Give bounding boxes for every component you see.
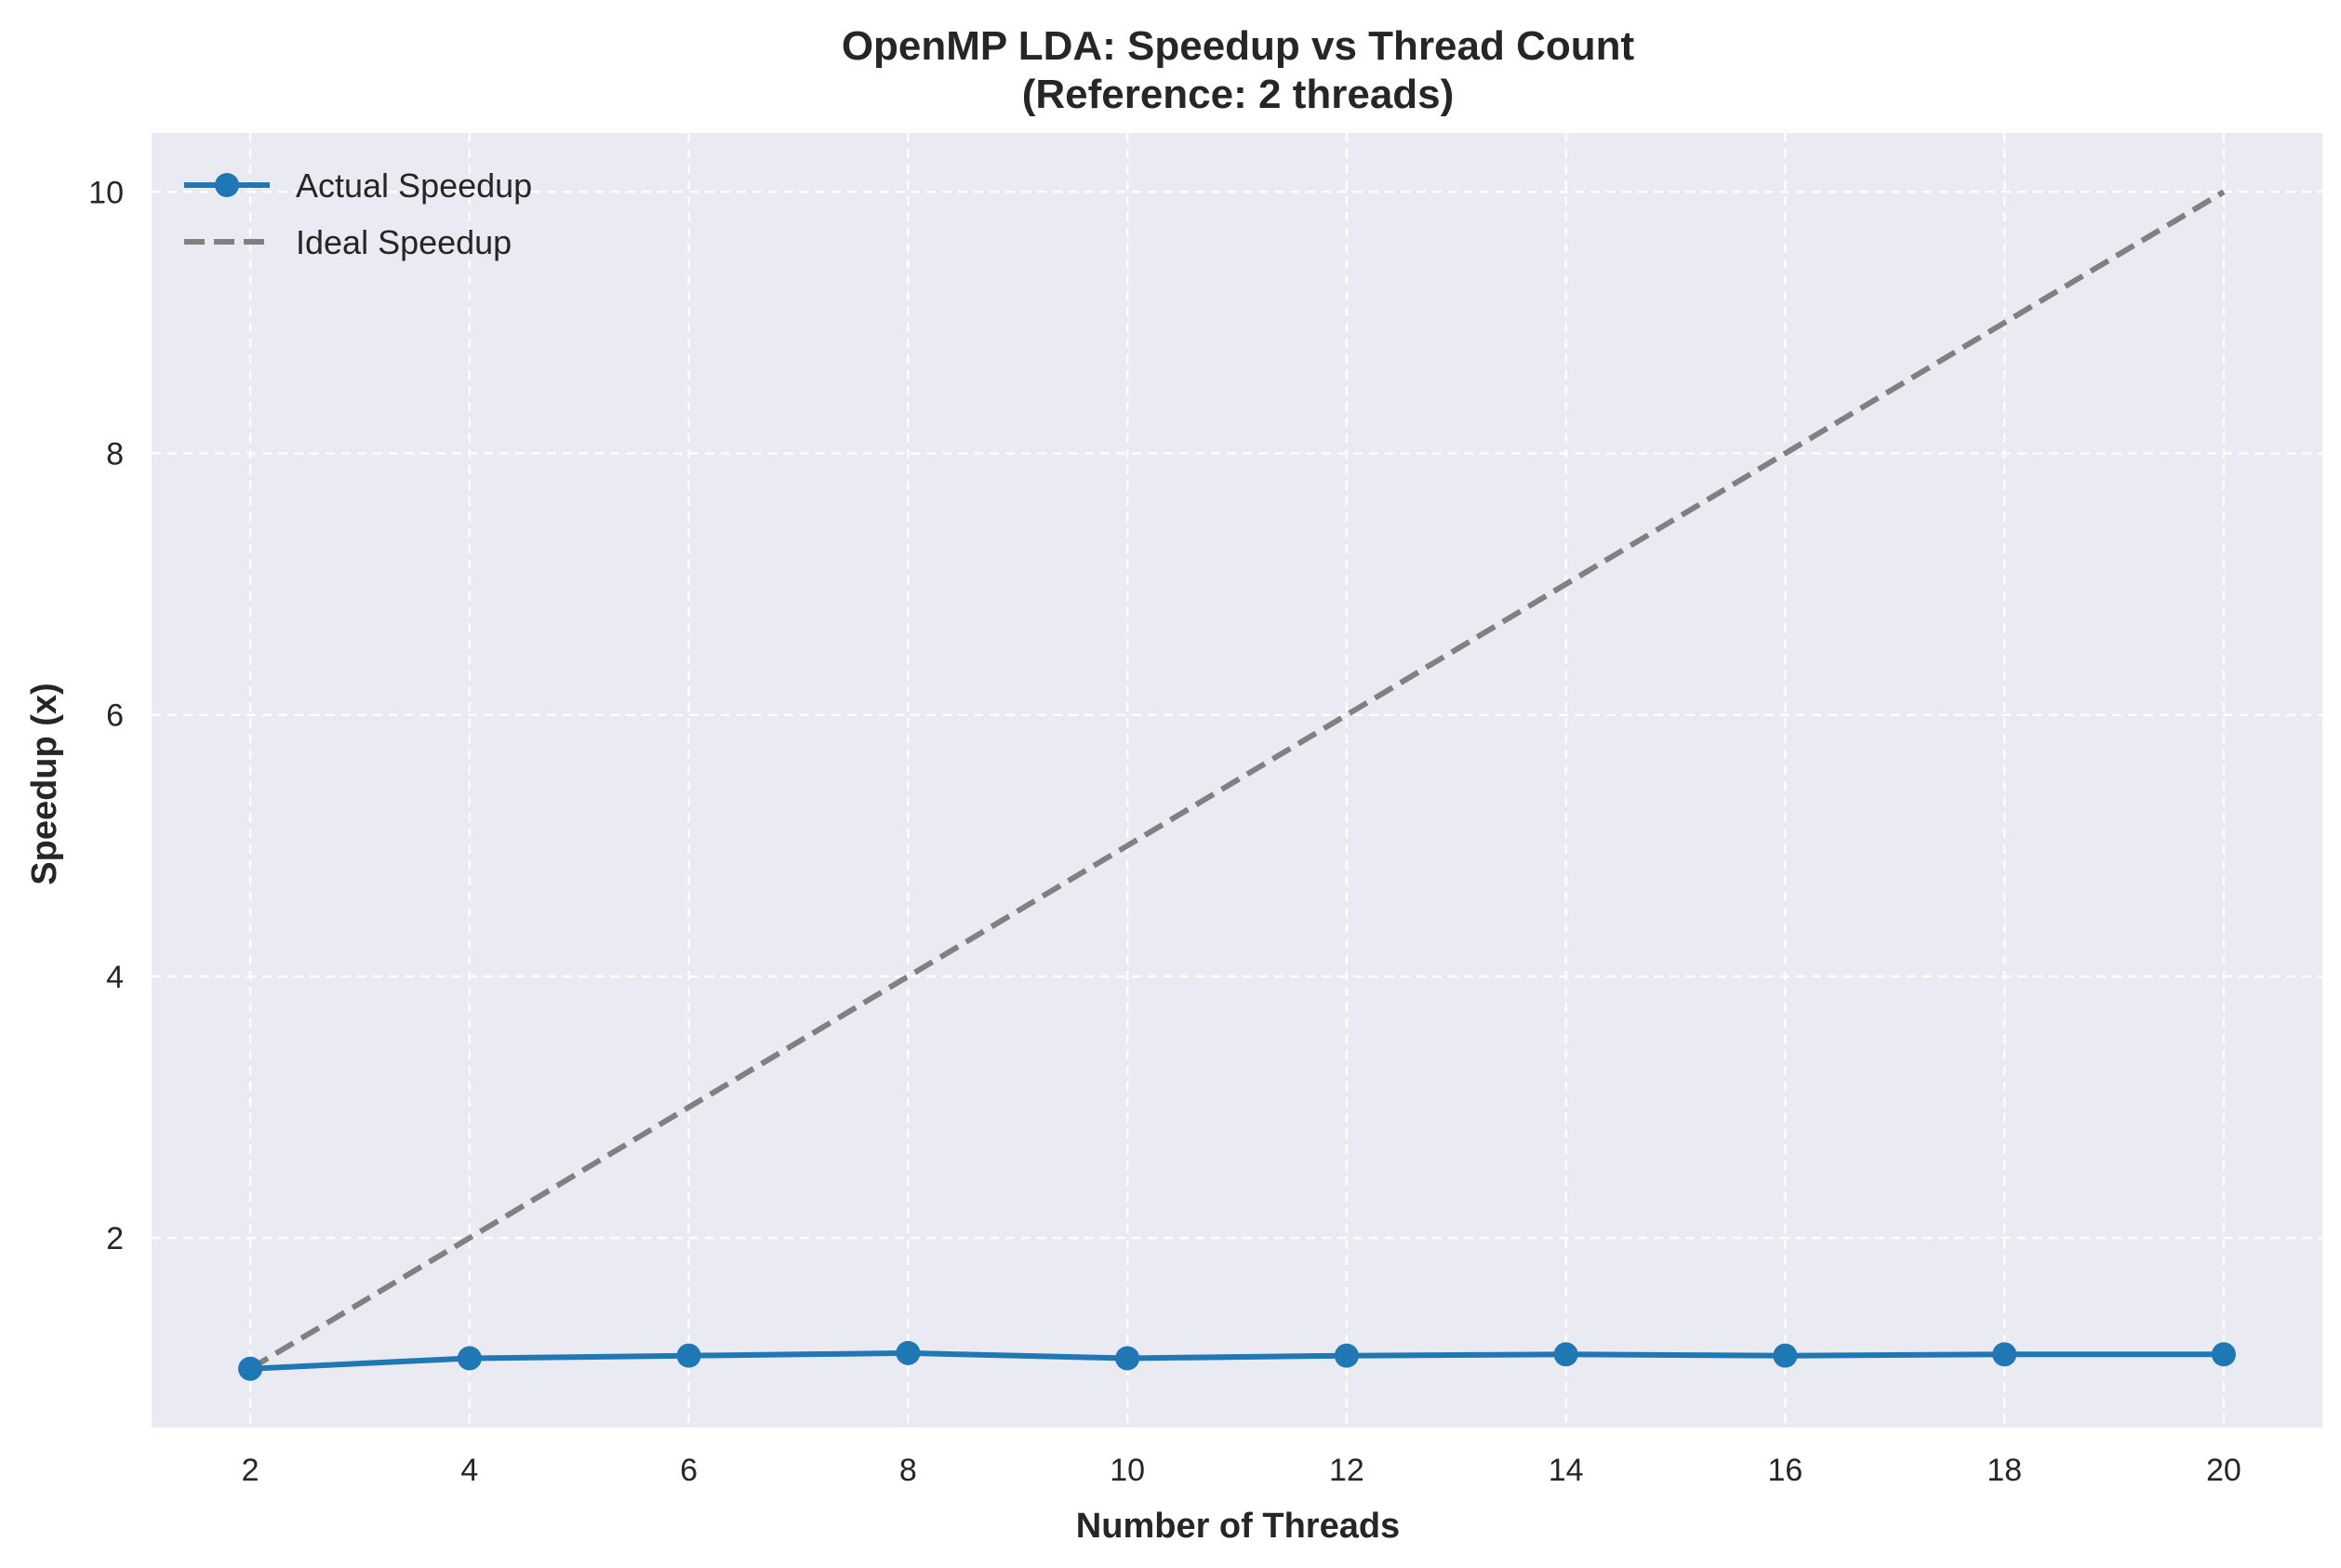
y-tick-label: 8: [106, 436, 124, 472]
chart-title: OpenMP LDA: Speedup vs Thread Count: [842, 23, 1635, 69]
chart-subtitle: (Reference: 2 threads): [1022, 72, 1455, 117]
data-point: [676, 1343, 701, 1368]
data-point: [1553, 1342, 1578, 1367]
data-point: [2211, 1342, 2236, 1367]
data-point: [1773, 1343, 1798, 1368]
data-point: [1992, 1342, 2017, 1367]
y-tick-label: 4: [106, 960, 124, 995]
legend-label-actual-speedup: Actual Speedup: [296, 166, 532, 205]
grid-lines: [152, 133, 2322, 1428]
x-tick-labels: 2 4 6 8 10 12 14 16 18 20: [242, 1453, 2241, 1488]
x-tick-label: 4: [460, 1453, 478, 1488]
x-tick-label: 20: [2206, 1453, 2241, 1488]
x-tick-label: 18: [1987, 1453, 2022, 1488]
series-line-ideal-speedup: [248, 189, 2226, 1372]
x-tick-label: 6: [680, 1453, 698, 1488]
legend-label-ideal-speedup: Ideal Speedup: [296, 223, 512, 261]
data-point: [1334, 1343, 1359, 1368]
x-tick-label: 12: [1329, 1453, 1364, 1488]
legend: Actual Speedup Ideal Speedup: [184, 166, 532, 261]
data-point: [457, 1346, 482, 1371]
series-lines: [238, 189, 2236, 1381]
x-axis-label: Number of Threads: [1076, 1507, 1400, 1546]
y-axis-label: Speedup (x): [25, 683, 64, 884]
x-tick-label: 16: [1767, 1453, 1802, 1488]
y-tick-label: 10: [88, 175, 124, 210]
data-point: [1115, 1346, 1140, 1371]
data-point: [896, 1340, 921, 1365]
legend-marker-actual-speedup: [215, 173, 239, 197]
y-tick-labels: 2 4 6 8 10: [88, 175, 124, 1256]
series-line-actual-speedup: [249, 1349, 2224, 1372]
x-tick-label: 14: [1549, 1453, 1584, 1488]
x-tick-label: 10: [1110, 1453, 1145, 1488]
x-tick-label: 8: [899, 1453, 917, 1488]
y-tick-label: 2: [106, 1221, 124, 1256]
data-point: [238, 1356, 263, 1381]
x-tick-label: 2: [242, 1453, 259, 1488]
y-tick-label: 6: [106, 698, 124, 734]
